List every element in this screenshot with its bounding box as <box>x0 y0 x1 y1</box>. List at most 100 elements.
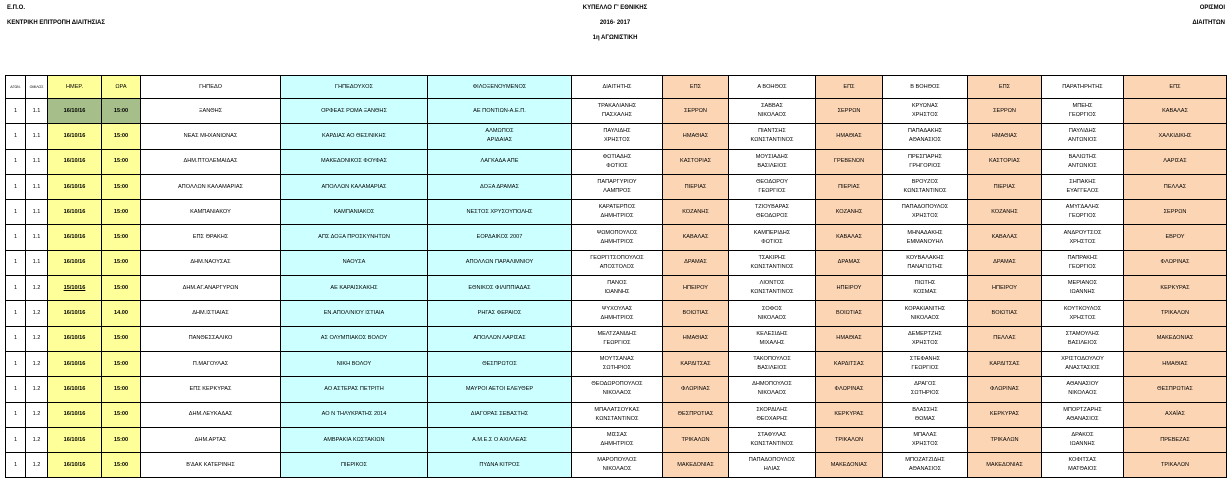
cell-assistant-2[interactable]: ΜΠΑΛΑΣ ΧΡΗΣΤΟΣ <box>882 426 968 454</box>
cell-group[interactable]: 1.2 <box>25 350 48 378</box>
cell-referee[interactable]: ΠΑΝΟΣ ΙΩΑΝΝΗΣ <box>571 275 663 302</box>
cell-observer-eps[interactable]: ΤΡΙΚΑΛΩΝ <box>1123 300 1227 327</box>
cell-referee[interactable]: ΦΩΤΙΑΔΗΣ ΦΩΤΙΟΣ <box>571 148 663 175</box>
cell-away-team[interactable]: ΑΠΟΛΛΩΝ ΛΑΡΙΣΑΣ <box>427 325 572 352</box>
cell-stadium[interactable]: ΞΑΝΘΗΣ <box>140 97 281 125</box>
cell-assistant-1-eps[interactable]: ΠΙΕΡΙΑΣ <box>815 173 883 201</box>
cell-match-no[interactable]: 1 <box>5 350 26 378</box>
cell-away-team[interactable]: ΑΕ ΠΟΝΤΙΩΝ-Α.Ε.Π. <box>427 97 572 125</box>
cell-observer-eps[interactable]: ΠΕΛΛΑΣ <box>1123 173 1227 201</box>
cell-referee-eps[interactable]: ΔΡΑΜΑΣ <box>662 249 729 277</box>
cell-away-team[interactable]: ΔΟΞΑ ΔΡΑΜΑΣ <box>427 173 572 201</box>
cell-away-team[interactable]: ΡΗΓΑΣ ΦΕΡΑΙΟΣ <box>427 300 572 327</box>
cell-away-team[interactable]: ΝΕΣΤΟΣ ΧΡΥΣΟΥΠΟΛΗΣ <box>427 199 572 226</box>
cell-stadium[interactable]: ΕΠΣ ΚΕΡΚΥΡΑΣ <box>140 376 281 403</box>
cell-assistant-1-eps[interactable]: ΓΡΕΒΕΝΩΝ <box>815 148 883 175</box>
cell-assistant-2[interactable]: ΜΠΟΖΑΤΖΙΔΗΣ ΑΘΑΝΑΣΙΟΣ <box>882 452 968 479</box>
cell-assistant-1[interactable]: ΚΕΛΕΣΙΔΗΣ ΜΙΧΑΛΗΣ <box>728 325 816 352</box>
cell-group[interactable]: 1.1 <box>25 148 48 175</box>
cell-match-no[interactable]: 1 <box>5 224 26 251</box>
cell-group[interactable]: 1.1 <box>25 97 48 125</box>
cell-home-team[interactable]: ΝΙΚΗ ΒΟΛΟΥ <box>280 350 428 378</box>
cell-stadium[interactable]: ΑΠΟΛΛΩΝ ΚΑΛΑΜΑΡΙΑΣ <box>140 173 281 201</box>
cell-assistant-1[interactable]: ΣΚΟΡΔΙΛΗΣ ΘΕΟΧΑΡΗΣ <box>728 401 816 428</box>
cell-home-team[interactable]: ΜΑΚΕΔΟΝΙΚΟΣ ΦΟΥΦΑΣ <box>280 148 428 175</box>
cell-time[interactable]: 15:00 <box>101 401 141 428</box>
cell-home-team[interactable]: ΑΠΣ ΔΟΞΑ ΠΡΟΣΚΥΝΗΤΩΝ <box>280 224 428 251</box>
cell-stadium[interactable]: ΔΗΜ.ΑΓ.ΑΝΑΡΓΥΡΩΝ <box>140 275 281 302</box>
cell-referee[interactable]: ΜΙΣΣΑΣ ΔΗΜΗΤΡΙΟΣ <box>571 426 663 454</box>
cell-assistant-2-eps[interactable]: ΜΑΚΕΔΟΝΙΑΣ <box>967 452 1042 479</box>
cell-observer-eps[interactable]: ΧΑΛΚΙΔΙΚΗΣ <box>1123 123 1227 150</box>
cell-home-team[interactable]: ΑΟ Ν ΤΗΛΥΚΡΑΤΗΣ 2014 <box>280 401 428 428</box>
cell-date[interactable]: 16/10/16 <box>47 173 102 201</box>
cell-referee[interactable]: ΠΑΥΛΙΔΗΣ ΧΡΗΣΤΟΣ <box>571 123 663 150</box>
cell-assistant-2[interactable]: ΠΡΕΣΠΑΡΗΣ ΓΡΗΓΟΡΙΟΣ <box>882 148 968 175</box>
cell-assistant-1-eps[interactable]: ΗΠΕΙΡΟΥ <box>815 275 883 302</box>
cell-date[interactable]: 16/10/16 <box>47 97 102 125</box>
cell-match-no[interactable]: 1 <box>5 199 26 226</box>
cell-stadium[interactable]: ΝΕΑΣ ΜΗΧΑΝΙΩΝΑΣ <box>140 123 281 150</box>
cell-observer-eps[interactable]: ΜΑΚΕΔΟΝΙΑΣ <box>1123 325 1227 352</box>
cell-stadium[interactable]: Π.ΜΑΓΟΥΛΑΣ <box>140 350 281 378</box>
cell-group[interactable]: 1.1 <box>25 224 48 251</box>
cell-observer-eps[interactable]: ΣΕΡΡΩΝ <box>1123 199 1227 226</box>
cell-observer[interactable]: ΧΡΙΣΤΟΔΟΥΛΟΥ ΑΝΑΣΤΑΣΙΟΣ <box>1041 350 1124 378</box>
cell-time[interactable]: 15:00 <box>101 199 141 226</box>
cell-away-team[interactable]: ΠΥΔΝΑ ΚΙΤΡΟΣ <box>427 452 572 479</box>
cell-observer-eps[interactable]: ΤΡΙΚΑΛΩΝ <box>1123 452 1227 479</box>
cell-referee[interactable]: ΘΕΟΔΩΡΟΠΟΥΛΟΣ ΝΙΚΟΛΑΟΣ <box>571 376 663 403</box>
cell-assistant-1-eps[interactable]: ΚΑΡΔΙΤΣΑΣ <box>815 350 883 378</box>
cell-referee-eps[interactable]: ΗΠΕΙΡΟΥ <box>662 275 729 302</box>
cell-away-team[interactable]: ΑΛΜΩΠΟΣ ΑΡΙΔΑΙΑΣ <box>427 123 572 150</box>
cell-date[interactable]: 16/10/16 <box>47 452 102 479</box>
cell-assistant-1[interactable]: ΣΑΒΒΑΣ ΝΙΚΟΛΑΟΣ <box>728 97 816 125</box>
cell-assistant-2-eps[interactable]: ΚΑΣΤΟΡΙΑΣ <box>967 148 1042 175</box>
cell-away-team[interactable]: ΜΑΥΡΟΙ ΑΕΤΟΙ ΕΛΕΥΘΕΡ <box>427 376 572 403</box>
cell-time[interactable]: 15:00 <box>101 173 141 201</box>
cell-group[interactable]: 1.2 <box>25 376 48 403</box>
cell-observer-eps[interactable]: ΚΑΒΑΛΑΣ <box>1123 97 1227 125</box>
cell-observer[interactable]: ΑΘΑΝΑΣΙΟΥ ΝΙΚΟΛΑΟΣ <box>1041 376 1124 403</box>
cell-date[interactable]: 16/10/16 <box>47 148 102 175</box>
cell-assistant-1-eps[interactable]: ΣΕΡΡΩΝ <box>815 97 883 125</box>
cell-stadium[interactable]: ΔΗΜ.ΛΕΥΚΑΔΑΣ <box>140 401 281 428</box>
cell-assistant-2[interactable]: ΠΑΠΑΔΟΠΟΥΛΟΣ ΧΡΗΣΤΟΣ <box>882 199 968 226</box>
cell-group[interactable]: 1.1 <box>25 249 48 277</box>
cell-assistant-1-eps[interactable]: ΒΟΙΩΤΙΑΣ <box>815 300 883 327</box>
cell-stadium[interactable]: ΔΗΜ.ΝΑΟΥΣΑΣ <box>140 249 281 277</box>
cell-assistant-2[interactable]: ΔΡΑΓΟΣ ΣΩΤΗΡΙΟΣ <box>882 376 968 403</box>
cell-match-no[interactable]: 1 <box>5 300 26 327</box>
cell-assistant-2-eps[interactable]: ΗΜΑΘΙΑΣ <box>967 123 1042 150</box>
cell-assistant-2[interactable]: ΣΤΕΦΑΝΗΣ ΓΕΩΡΓΙΟΣ <box>882 350 968 378</box>
cell-match-no[interactable]: 1 <box>5 452 26 479</box>
cell-assistant-1-eps[interactable]: ΚΑΒΑΛΑΣ <box>815 224 883 251</box>
cell-observer-eps[interactable]: ΗΜΑΘΙΑΣ <box>1123 350 1227 378</box>
cell-away-team[interactable]: Α.Μ.Ε.Σ Ο ΑΧΙΛΛΕΑΣ <box>427 426 572 454</box>
cell-stadium[interactable]: ΕΠΣ ΘΡΑΚΗΣ <box>140 224 281 251</box>
cell-assistant-2-eps[interactable]: ΤΡΙΚΑΛΩΝ <box>967 426 1042 454</box>
cell-referee-eps[interactable]: ΗΜΑΘΙΑΣ <box>662 123 729 150</box>
cell-home-team[interactable]: ΑΟ ΑΣΤΕΡΑΣ ΠΕΤΡΙΤΗ <box>280 376 428 403</box>
cell-assistant-1[interactable]: ΛΙΟΝΤΟΣ ΚΩΝΣΤΑΝΤΙΝΟΣ <box>728 275 816 302</box>
cell-assistant-2[interactable]: ΚΟΡΑΚΙΑΝΙΤΗΣ ΝΙΚΟΛΑΟΣ <box>882 300 968 327</box>
cell-time[interactable]: 15:00 <box>101 452 141 479</box>
cell-observer[interactable]: ΑΝΔΡΟΥΤΣΟΣ ΧΡΗΣΤΟΣ <box>1041 224 1124 251</box>
cell-date[interactable]: 16/10/16 <box>47 350 102 378</box>
cell-group[interactable]: 1.2 <box>25 401 48 428</box>
cell-observer-eps[interactable]: ΚΕΡΚΥΡΑΣ <box>1123 275 1227 302</box>
cell-away-team[interactable]: ΘΕΣΠΡΩΤΟΣ <box>427 350 572 378</box>
cell-date[interactable]: 16/10/16 <box>47 376 102 403</box>
cell-match-no[interactable]: 1 <box>5 426 26 454</box>
cell-date[interactable]: 15/10/16 <box>47 275 102 302</box>
cell-match-no[interactable]: 1 <box>5 376 26 403</box>
cell-assistant-1-eps[interactable]: ΗΜΑΘΙΑΣ <box>815 123 883 150</box>
cell-referee[interactable]: ΓΕΩΡΓΙΤΣΟΠΟΥΛΟΣ ΑΠΟΣΤΟΛΟΣ <box>571 249 663 277</box>
cell-group[interactable]: 1.1 <box>25 199 48 226</box>
cell-time[interactable]: 15:00 <box>101 249 141 277</box>
cell-observer-eps[interactable]: ΘΕΣΠΡΩΤΙΑΣ <box>1123 376 1227 403</box>
cell-observer-eps[interactable]: ΠΡΕΒΕΖΑΣ <box>1123 426 1227 454</box>
cell-assistant-2-eps[interactable]: ΚΑΡΔΙΤΣΑΣ <box>967 350 1042 378</box>
cell-assistant-1-eps[interactable]: ΔΡΑΜΑΣ <box>815 249 883 277</box>
cell-stadium[interactable]: ΔΗΜ.ΑΡΤΑΣ <box>140 426 281 454</box>
